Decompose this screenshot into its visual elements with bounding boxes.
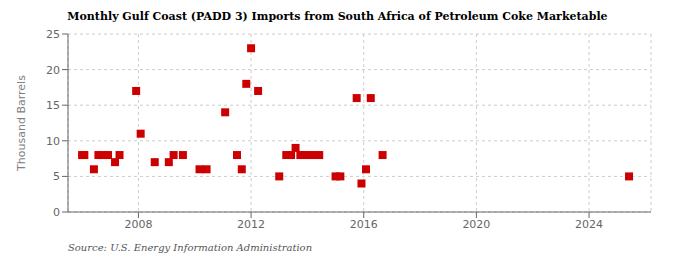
svg-text:2012: 2012 — [237, 218, 265, 231]
svg-text:2016: 2016 — [350, 218, 378, 231]
svg-text:2020: 2020 — [462, 218, 490, 231]
svg-text:20: 20 — [46, 64, 60, 77]
svg-text:10: 10 — [46, 135, 60, 148]
svg-text:Thousand Barrels: Thousand Barrels — [15, 75, 28, 172]
svg-text:2024: 2024 — [575, 218, 603, 231]
html-text:Source: U.S. Energy Informatio: Source: U.S. Energy Information Administ… — [68, 242, 313, 253]
svg-text:2008: 2008 — [124, 218, 152, 231]
html-text:Monthly Gulf Coast (PADD 3) Im: Monthly Gulf Coast (PADD 3) Imports from… — [67, 10, 608, 23]
svg-text:15: 15 — [46, 99, 60, 112]
svg-text:0: 0 — [53, 206, 60, 219]
svg-text:25: 25 — [46, 28, 60, 41]
svg-text:5: 5 — [53, 170, 60, 183]
